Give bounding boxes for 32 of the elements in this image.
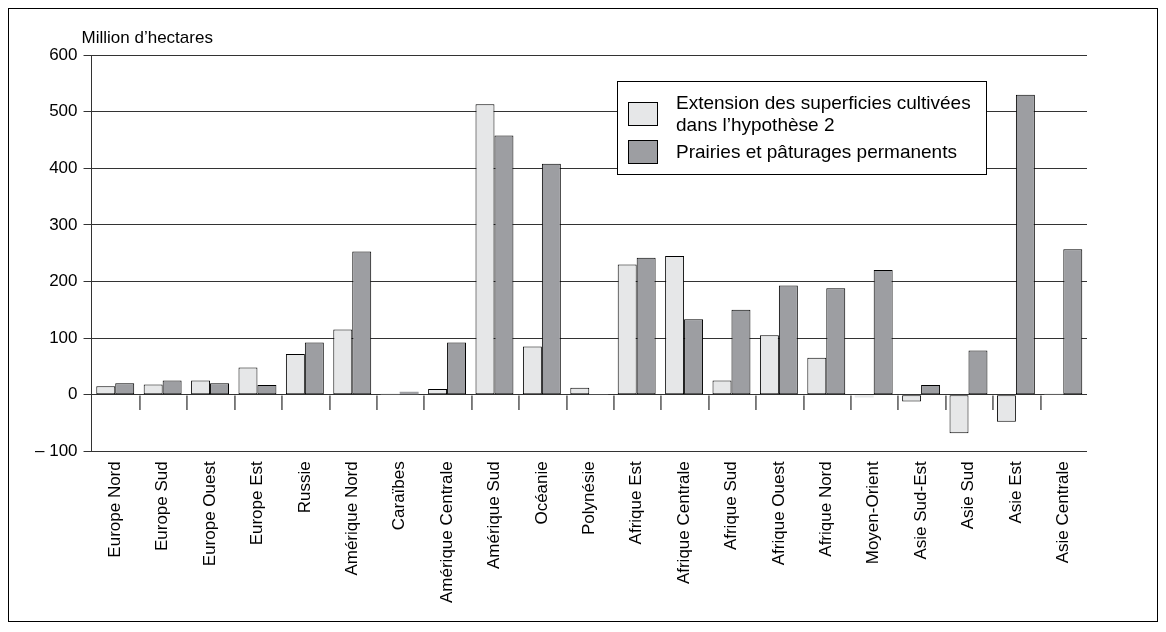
y-tick-label: 0 <box>68 384 78 404</box>
x-tick-label: Caraïbes <box>389 461 409 531</box>
y-tick-label: 100 <box>49 327 78 347</box>
y-axis-title: Million d’hectares <box>81 28 213 48</box>
legend-label: Prairies et pâturages permanents <box>676 141 957 163</box>
x-tick-label: Moyen-Orient <box>863 460 883 565</box>
x-tick-label: Amérique Sud <box>484 461 504 569</box>
x-tick-label: Russie <box>294 461 314 514</box>
y-tick-label: 600 <box>49 44 78 64</box>
x-tick-label: Europe Ouest <box>199 461 219 567</box>
x-tick-label: Amérique Centrale <box>436 461 456 604</box>
x-tick-label: Europe Nord <box>104 461 124 558</box>
y-tick-label: 400 <box>49 157 78 177</box>
x-tick-label: Europe Sud <box>152 461 172 552</box>
x-tick-label: Europe Est <box>247 460 267 546</box>
x-tick-label: Amérique Nord <box>341 461 361 576</box>
x-tick-label: Asie Est <box>1005 460 1025 524</box>
x-tick-label: Asie Sud-Est <box>910 460 930 560</box>
x-tick-label: Asie Sud <box>958 461 978 530</box>
x-tick-label: Afrique Ouest <box>768 461 788 566</box>
x-tick-label: Asie Centrale <box>1052 461 1072 564</box>
x-tick-label: Polynésie <box>578 461 598 535</box>
legend-label: Extension des superficies cultivées dans l’hypothèse 2 <box>676 92 972 136</box>
x-tick-label: Afrique Sud <box>721 461 741 551</box>
x-tick-label: Afrique Est <box>626 460 646 545</box>
y-tick-label: – 100 <box>34 440 78 460</box>
y-tick-label: 200 <box>49 271 78 291</box>
x-tick-label: Afrique Nord <box>815 461 835 557</box>
x-tick-label: Océanie <box>531 461 551 525</box>
y-tick-label: 300 <box>49 214 78 234</box>
y-tick-label: 500 <box>49 101 78 121</box>
x-tick-label: Afrique Centrale <box>673 461 693 585</box>
